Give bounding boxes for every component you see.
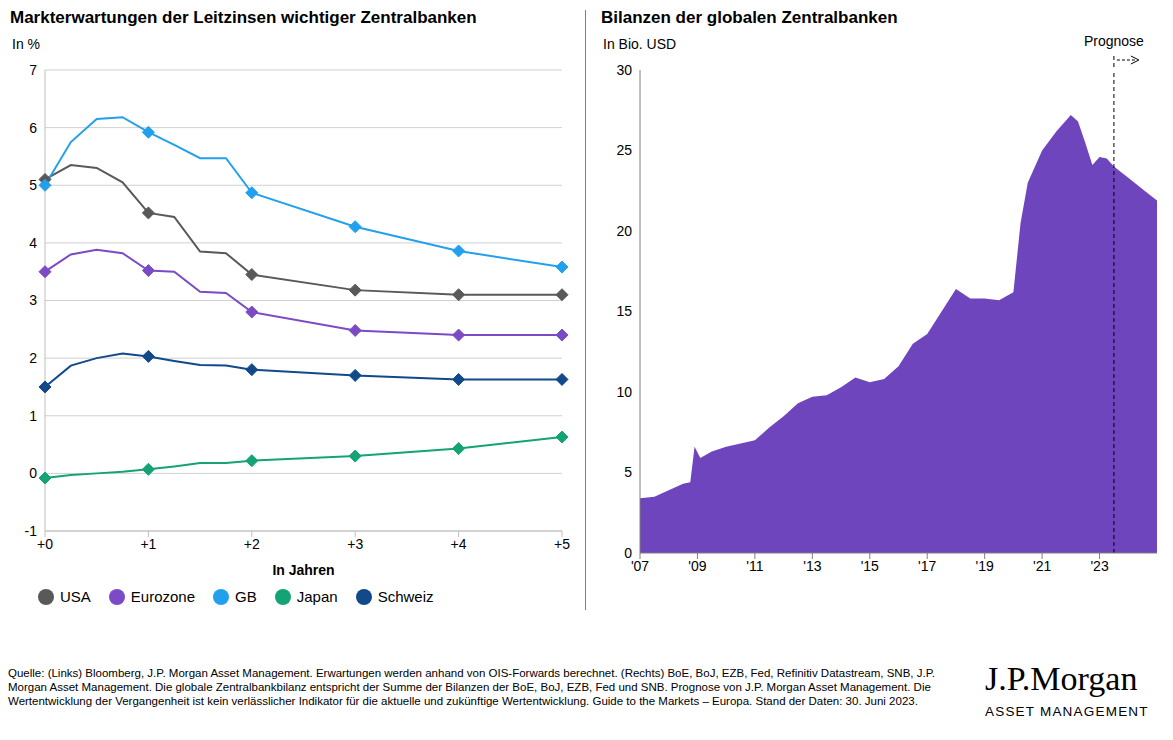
svg-text:5: 5 — [624, 464, 632, 480]
svg-text:'17: '17 — [918, 558, 936, 574]
html-text:Schweiz: Schweiz — [377, 588, 434, 605]
svg-text:25: 25 — [616, 142, 632, 158]
svg-text:-1: -1 — [25, 523, 38, 539]
svg-text:'09: '09 — [688, 558, 706, 574]
svg-text:2: 2 — [29, 350, 37, 366]
html-text:Japan: Japan — [296, 588, 338, 605]
html-text:In Jahren: In Jahren — [272, 562, 335, 578]
svg-text:0: 0 — [624, 545, 632, 561]
html-text:In %: In % — [12, 36, 40, 52]
svg-text:'15: '15 — [861, 558, 879, 574]
svg-text:7: 7 — [29, 62, 37, 78]
svg-text:+4: +4 — [451, 536, 467, 552]
html-text:Eurozone: Eurozone — [130, 588, 196, 605]
svg-text:'11: '11 — [746, 558, 763, 574]
html-text:Quelle: (Links) Bloomberg, J.P: Quelle: (Links) Bloomberg, J.P. Morgan A… — [8, 667, 935, 707]
html-text:In Bio. USD: In Bio. USD — [603, 36, 677, 52]
html-text:USA: USA — [60, 588, 91, 605]
html-text:Bilanzen der globalen Zentralb: Bilanzen der globalen Zentralbanken — [601, 8, 898, 27]
svg-text:4: 4 — [29, 235, 37, 251]
html-text:Markterwartungen der Leitzinse: Markterwartungen der Leitzinsen wichtige… — [10, 8, 477, 27]
svg-text:'13: '13 — [803, 558, 821, 574]
svg-text:'21: '21 — [1033, 558, 1051, 574]
svg-text:+5: +5 — [554, 536, 570, 552]
svg-text:20: 20 — [616, 223, 632, 239]
svg-text:+1: +1 — [140, 536, 156, 552]
svg-text:'07: '07 — [631, 558, 649, 574]
html-text:J.P.Morgan: J.P.Morgan — [985, 660, 1138, 697]
svg-text:'19: '19 — [976, 558, 994, 574]
svg-text:+0: +0 — [37, 536, 53, 552]
html-text:ASSET MANAGEMENT: ASSET MANAGEMENT — [985, 704, 1149, 719]
svg-text:'23: '23 — [1090, 558, 1108, 574]
svg-text:5: 5 — [29, 177, 37, 193]
svg-text:0: 0 — [29, 465, 37, 481]
svg-text:30: 30 — [616, 62, 632, 78]
svg-text:6: 6 — [29, 120, 37, 136]
svg-text:Prognose: Prognose — [1084, 33, 1144, 49]
svg-text:1: 1 — [29, 408, 37, 424]
svg-text:10: 10 — [616, 384, 632, 400]
svg-text:+2: +2 — [244, 536, 260, 552]
svg-text:3: 3 — [29, 292, 37, 308]
html-text:GB: GB — [235, 588, 257, 605]
svg-text:15: 15 — [616, 303, 632, 319]
svg-text:+3: +3 — [347, 536, 363, 552]
